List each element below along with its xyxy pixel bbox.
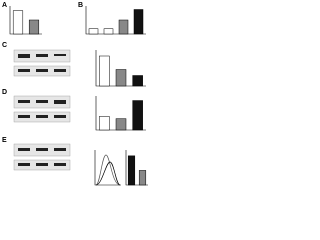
panel-label: E xyxy=(2,137,7,144)
bar xyxy=(132,100,143,131)
bar xyxy=(99,55,110,87)
panel-label: B xyxy=(78,2,83,9)
bar xyxy=(115,69,127,87)
bar xyxy=(127,155,136,186)
bar xyxy=(138,170,147,186)
panel-label: A xyxy=(2,2,7,9)
axis xyxy=(95,96,146,131)
bar xyxy=(28,19,40,35)
bar xyxy=(133,9,144,35)
panel-label: C xyxy=(2,42,7,49)
bar xyxy=(115,118,127,131)
blot-d xyxy=(13,95,71,123)
figure: A B C D E xyxy=(2,2,148,186)
bar xyxy=(103,28,114,35)
bar xyxy=(118,19,129,35)
bar xyxy=(12,10,24,35)
panel-label: D xyxy=(2,89,7,96)
bar xyxy=(99,116,110,131)
blot-e xyxy=(13,143,71,171)
bar xyxy=(132,75,143,87)
bar xyxy=(88,28,99,35)
axis xyxy=(95,50,146,87)
flow-histogram xyxy=(94,150,121,186)
blot-c xyxy=(13,49,71,77)
